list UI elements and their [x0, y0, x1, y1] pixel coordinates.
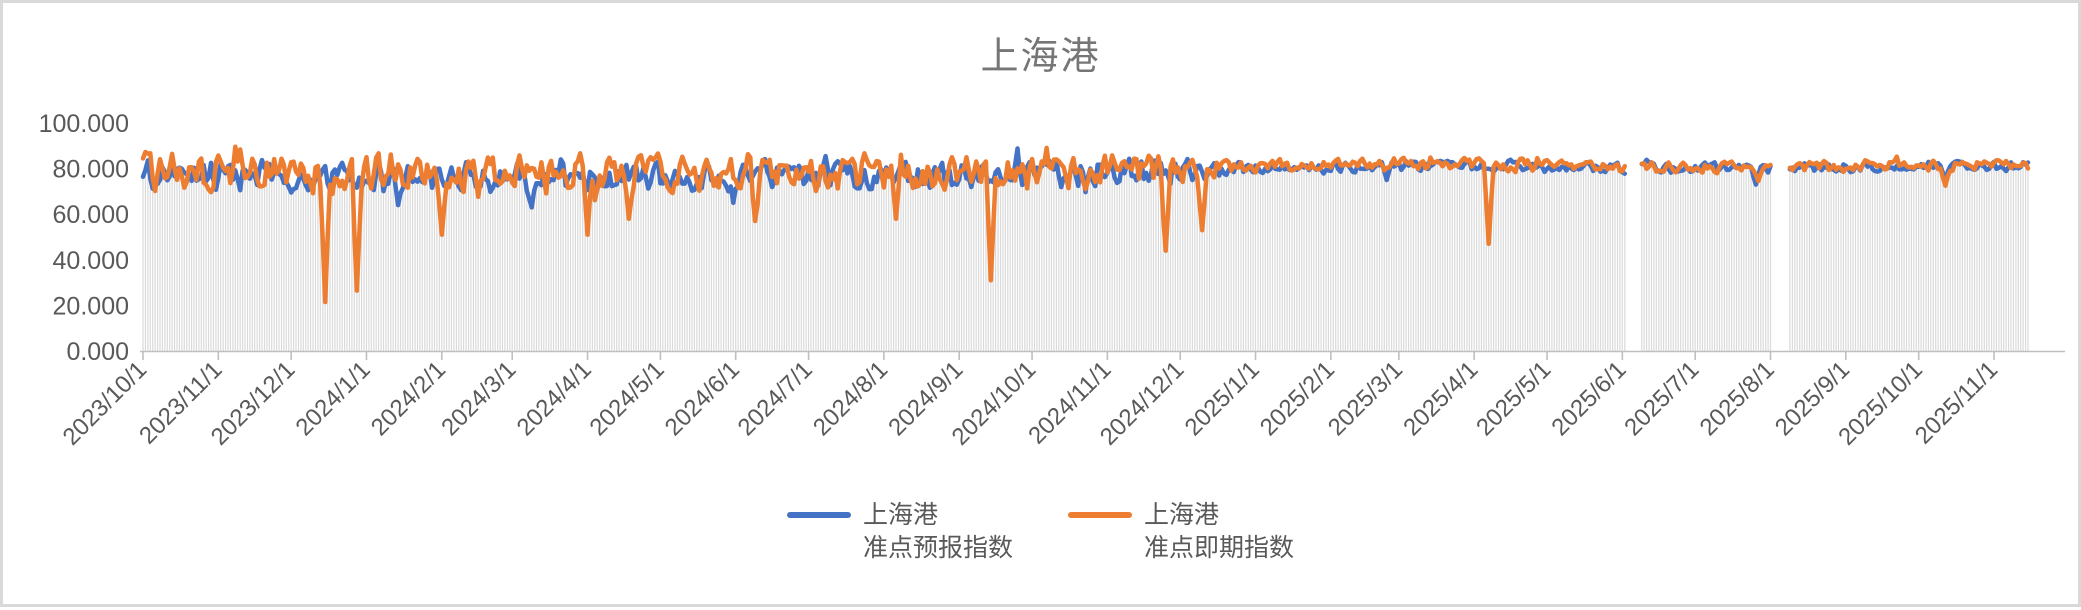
x-tick-label: 2025/1/1	[1180, 356, 1265, 441]
x-tick-label: 2025/8/1	[1695, 356, 1780, 441]
y-tick-label: 20.000	[53, 292, 129, 320]
legend-item-spot-index[interactable]: 上海港 准点即期指数	[1068, 499, 1294, 565]
x-tick-label: 2024/5/1	[584, 356, 669, 441]
series-line-spot-index[interactable]	[140, 144, 2031, 305]
x-tick-label: 2024/8/1	[808, 356, 893, 441]
x-tick-label: 2024/2/1	[366, 356, 451, 441]
x-tick-label: 2025/4/1	[1398, 356, 1483, 441]
x-tick-label: 2025/2/1	[1255, 356, 1340, 441]
y-tick-label: 0.000	[66, 338, 129, 366]
forecast-series-swatch-line	[786, 512, 851, 518]
plot-area: 2023/10/12023/11/12023/12/12024/1/12024/…	[39, 110, 2065, 451]
legend: 上海港 准点预报指数 上海港 准点即期指数	[3, 499, 2078, 565]
chart-title: 上海港	[980, 36, 1101, 78]
x-tick-label: 2025/11/1	[1910, 356, 2003, 449]
x-tick-label: 2025/7/1	[1619, 356, 1704, 441]
legend-item-forecast-index[interactable]: 上海港 准点预报指数	[786, 499, 1013, 565]
spot-series-label: 上海港 准点即期指数	[1144, 501, 1295, 562]
x-tick-label: 2024/3/1	[436, 356, 521, 441]
x-tick-label: 2025/5/1	[1471, 356, 1556, 441]
x-tick-label: 2024/6/1	[660, 356, 745, 441]
y-tick-label: 80.000	[53, 156, 129, 184]
x-tick-label: 2023/10/1	[58, 356, 153, 451]
forecast-series-label: 上海港 准点预报指数	[862, 501, 1013, 562]
spot-series-swatch-line	[1068, 512, 1132, 518]
y-tick-label: 100.000	[39, 110, 129, 138]
x-tick-label: 2025/3/1	[1323, 356, 1408, 441]
y-tick-label: 40.000	[53, 247, 129, 275]
x-tick-label: 2025/6/1	[1546, 356, 1631, 441]
daily-drop-lines	[142, 161, 2029, 351]
x-tick-label: 2024/7/1	[733, 356, 818, 441]
x-tick-label: 2024/4/1	[512, 356, 597, 441]
y-tick-label: 60.000	[53, 201, 129, 229]
x-tick-label: 2024/1/1	[291, 356, 376, 441]
